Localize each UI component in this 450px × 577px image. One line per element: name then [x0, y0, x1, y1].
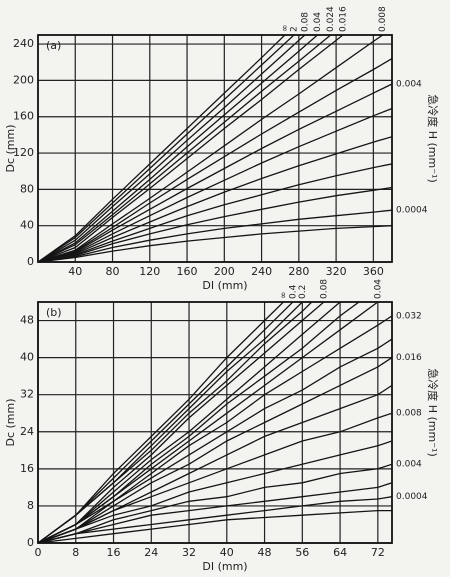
y-tick-label: 40	[20, 351, 34, 364]
x-tick-label: 80	[106, 265, 120, 278]
y-tick-label: 32	[20, 388, 34, 401]
curve	[38, 35, 384, 262]
series-label: 0.004	[396, 460, 422, 470]
panel-label: (b)	[46, 306, 62, 319]
y-tick-label: 8	[27, 499, 34, 512]
x-tick-label: 200	[214, 265, 235, 278]
curve	[38, 302, 325, 543]
series-label: 0.016	[396, 353, 422, 363]
x-tick-label: 120	[139, 265, 160, 278]
y-tick-label: 160	[13, 110, 34, 123]
curve	[38, 58, 392, 262]
curve	[38, 302, 313, 543]
curve	[38, 412, 392, 543]
curve	[38, 136, 392, 262]
curve	[38, 496, 392, 543]
series-label: 0.08	[319, 279, 329, 299]
x-tick-label: 360	[363, 265, 384, 278]
curve	[38, 302, 379, 543]
y-tick-label: 120	[13, 146, 34, 159]
series-label: ∞	[280, 25, 290, 33]
panel-label: (a)	[46, 39, 61, 52]
x-tick-label: 8	[72, 546, 79, 559]
curve	[38, 35, 344, 262]
y-tick-label: 40	[20, 219, 34, 232]
curve	[38, 209, 392, 262]
x-axis-label: DI (mm)	[202, 560, 247, 573]
y-tick-label: 16	[20, 462, 34, 475]
curve	[38, 302, 285, 543]
y-tick-label: 48	[20, 314, 34, 327]
y-tick-label: 0	[27, 255, 34, 268]
series-label: 0.08	[300, 12, 310, 32]
plot-frame	[37, 301, 393, 544]
x-tick-label: 24	[144, 546, 158, 559]
curve	[38, 35, 306, 262]
x-tick-label: 64	[333, 546, 347, 559]
x-tick-label: 280	[288, 265, 309, 278]
curve	[38, 35, 286, 262]
x-tick-label: 40	[68, 265, 82, 278]
series-label: 0.04	[313, 12, 323, 32]
series-label: ∞	[279, 292, 289, 300]
curve	[38, 107, 392, 262]
series-label: 0.04	[373, 279, 383, 299]
series-label: 0.008	[396, 409, 422, 419]
series-label: 0.032	[396, 311, 422, 321]
x-tick-label: 16	[107, 546, 121, 559]
series-label: 0.0004	[396, 206, 428, 216]
x-tick-label: 72	[371, 546, 385, 559]
plot-frame	[37, 34, 393, 263]
x-tick-label: 32	[182, 546, 196, 559]
x-tick-label: 240	[251, 265, 272, 278]
curve	[38, 302, 342, 543]
x-axis-label: DI (mm)	[202, 279, 247, 292]
curve	[38, 440, 392, 543]
y2-axis-label: 急冷度 H (mm⁻¹)	[426, 368, 440, 457]
series-label: 0.024	[326, 6, 336, 32]
curve	[38, 83, 392, 262]
y-axis-label: Dc (mm)	[4, 124, 17, 172]
y2-axis-label: 急冷度 H (mm⁻¹)	[426, 94, 440, 183]
curve	[38, 163, 392, 262]
series-label: 0.4	[288, 284, 298, 299]
x-tick-label: 320	[326, 265, 347, 278]
series-label: 0.0004	[396, 492, 428, 502]
curve	[38, 225, 392, 262]
x-tick-label: 160	[177, 265, 198, 278]
curve	[38, 357, 392, 543]
x-tick-label: 56	[295, 546, 309, 559]
curve	[38, 463, 392, 543]
series-label: 0.004	[396, 80, 422, 90]
panel: 0 8 16 24 32 40 48 56 64 72 0 8 16 24 32 40 48 ∞ 0.4 0.2 0.0…	[4, 279, 440, 573]
x-tick-label: 48	[258, 546, 272, 559]
series-label: 2	[289, 26, 299, 32]
x-tick-label: 40	[220, 546, 234, 559]
series-label: 0.008	[378, 6, 388, 32]
curve	[38, 509, 392, 543]
curve	[38, 35, 295, 262]
y-tick-label: 24	[20, 425, 34, 438]
curve	[38, 315, 392, 543]
series-label: 0.2	[298, 285, 308, 299]
curve	[38, 482, 392, 543]
y-tick-label: 0	[27, 536, 34, 549]
series-label: 0.016	[338, 6, 348, 32]
panel: 40 80 120 160 200 240 280 320 360 0 40 80 120 160 200 2…	[4, 6, 440, 292]
y-tick-label: 200	[13, 73, 34, 86]
x-tick-label: 0	[35, 546, 42, 559]
curve	[38, 338, 392, 543]
y-tick-label: 80	[20, 182, 34, 195]
curve	[38, 186, 392, 262]
y-tick-label: 240	[13, 37, 34, 50]
y-axis-label: Dc (mm)	[4, 398, 17, 446]
curve	[38, 35, 319, 262]
curve	[38, 35, 332, 262]
